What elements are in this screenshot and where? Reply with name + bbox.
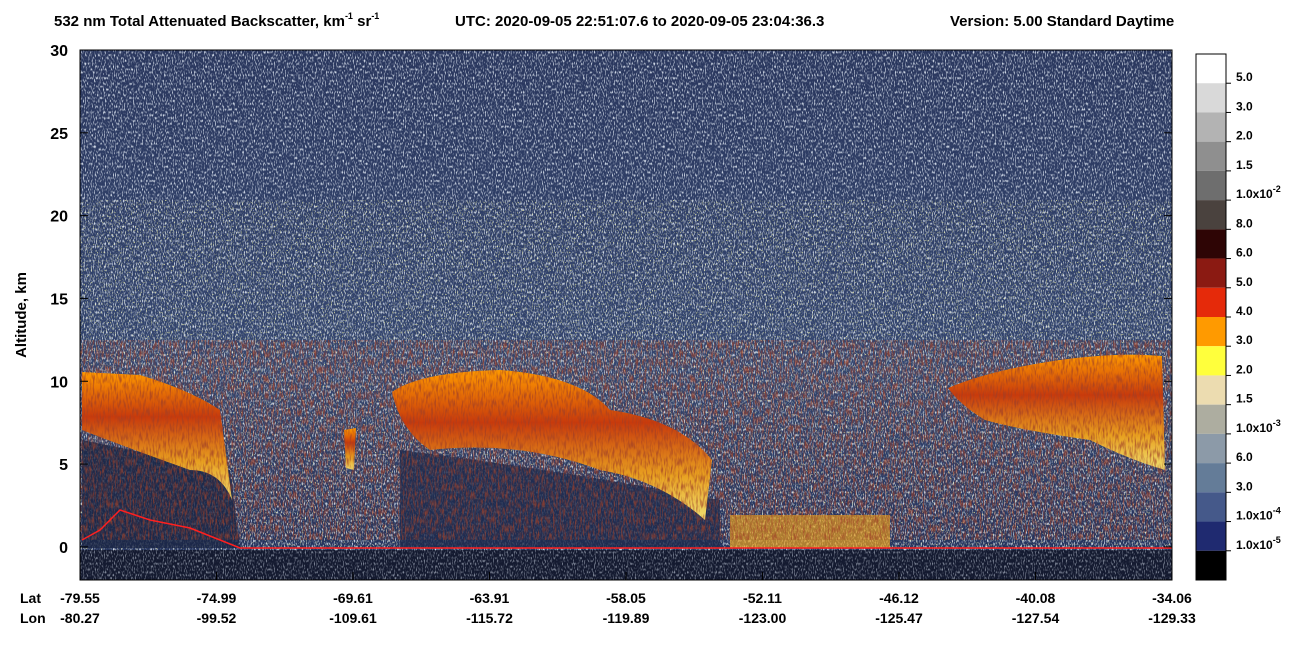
colorbar-segment [1196,170,1226,201]
colorbar-label-base: 1.0x10 [1236,509,1273,523]
colorbar-segment [1196,141,1226,171]
version: Version: 5.00 Standard Daytime [950,13,1174,30]
colorbar-label: 3.0 [1236,333,1253,347]
y-axis-label: Altitude, km [13,272,30,358]
colorbar-label: 2.0 [1236,129,1253,143]
colorbar-label: 1.5 [1236,392,1253,406]
x-tick-lat: -52.11 [743,590,782,606]
colorbar-label: 4.0 [1236,304,1253,318]
lon-row-label: Lon [20,610,46,626]
title-superscript: -1 [345,11,353,21]
y-tick-label: 15 [50,291,68,308]
colorbar-label-base: 1.0x10 [1236,187,1273,201]
colorbar-label: 6.0 [1236,450,1253,464]
colorbar-segment [1196,200,1226,230]
colorbar-segment [1196,112,1226,142]
x-tick-lon: -99.52 [197,610,237,626]
colorbar-label: 8.0 [1236,216,1253,230]
colorbar-segment [1196,317,1226,347]
colorbar-label: 6.0 [1236,246,1253,260]
colorbar-segment [1196,346,1226,376]
x-tick-lon: -127.54 [1012,610,1060,626]
y-tick-label: 0 [59,540,68,557]
y-tick-label: 10 [50,374,68,391]
x-tick-lat: -46.12 [879,590,919,606]
title-text: sr [353,13,372,30]
colorbar-label: 2.0 [1236,362,1253,376]
colorbar-label-base: 1.0x10 [1236,538,1273,552]
colorbar-label-exp: -3 [1273,418,1281,428]
title-superscript: -1 [371,11,379,21]
colorbar-segment [1196,463,1226,493]
colorbar-segment [1196,433,1226,464]
y-tick-label: 20 [50,209,68,226]
lat-row-label: Lat [20,590,41,606]
chart-title: 532 nm Total Attenuated Backscatter, km-… [54,11,379,30]
x-tick-lon: -115.72 [466,610,513,626]
colorbar-segment [1196,404,1226,434]
colorbar-segment [1196,54,1226,84]
colorbar-label-exp: -4 [1273,506,1281,516]
x-tick-lat: -40.08 [1016,590,1056,606]
title-text: 532 nm Total Attenuated Backscatter, km [54,13,345,30]
colorbar-label: 3.0 [1236,479,1253,493]
x-tick-lon: -109.61 [329,610,377,626]
colorbar-segment [1196,258,1226,288]
x-tick-lon: -125.47 [875,610,923,626]
colorbar-label-exp: -2 [1273,184,1281,194]
y-tick-label: 30 [50,43,68,60]
x-tick-lat: -79.55 [60,590,100,606]
x-tick-lon: -123.00 [739,610,787,626]
x-tick-lat: -34.06 [1152,590,1192,606]
colorbar-segment [1196,550,1226,580]
colorbar-segment [1196,229,1226,259]
colorbar-segment [1196,287,1226,317]
colorbar-label-exp: -5 [1273,535,1281,545]
colorbar: 5.03.02.01.51.0x10-28.06.05.04.03.02.01.… [1195,53,1281,581]
colorbar-segment [1196,521,1226,551]
colorbar-label: 1.0x10-5 [1236,535,1281,552]
colorbar-label: 1.0x10-2 [1236,184,1281,201]
x-tick-lat: -58.05 [606,590,646,606]
colorbar-label: 1.0x10-3 [1236,418,1281,435]
colorbar-label: 5.0 [1236,275,1253,289]
x-tick-lon: -119.89 [603,610,650,626]
colorbar-segment [1196,492,1226,522]
colorbar-segment [1196,375,1226,405]
x-tick-lat: -69.61 [333,590,373,606]
colorbar-label-base: 1.0x10 [1236,421,1273,435]
x-tick-lon: -80.27 [60,610,100,626]
colorbar-label: 5.0 [1236,70,1253,84]
colorbar-label: 3.0 [1236,99,1253,113]
colorbar-label: 1.5 [1236,158,1253,172]
x-tick-lat: -63.91 [470,590,510,606]
colorbar-label: 1.0x10-4 [1236,506,1281,523]
x-tick-lat: -74.99 [197,590,237,606]
y-tick-label: 5 [59,457,68,474]
y-tick-label: 25 [50,126,68,143]
x-tick-lon: -129.33 [1148,610,1196,626]
utc-range: UTC: 2020-09-05 22:51:07.6 to 2020-09-05… [455,13,824,30]
curtain-image [80,50,1172,580]
colorbar-segment [1196,83,1226,113]
